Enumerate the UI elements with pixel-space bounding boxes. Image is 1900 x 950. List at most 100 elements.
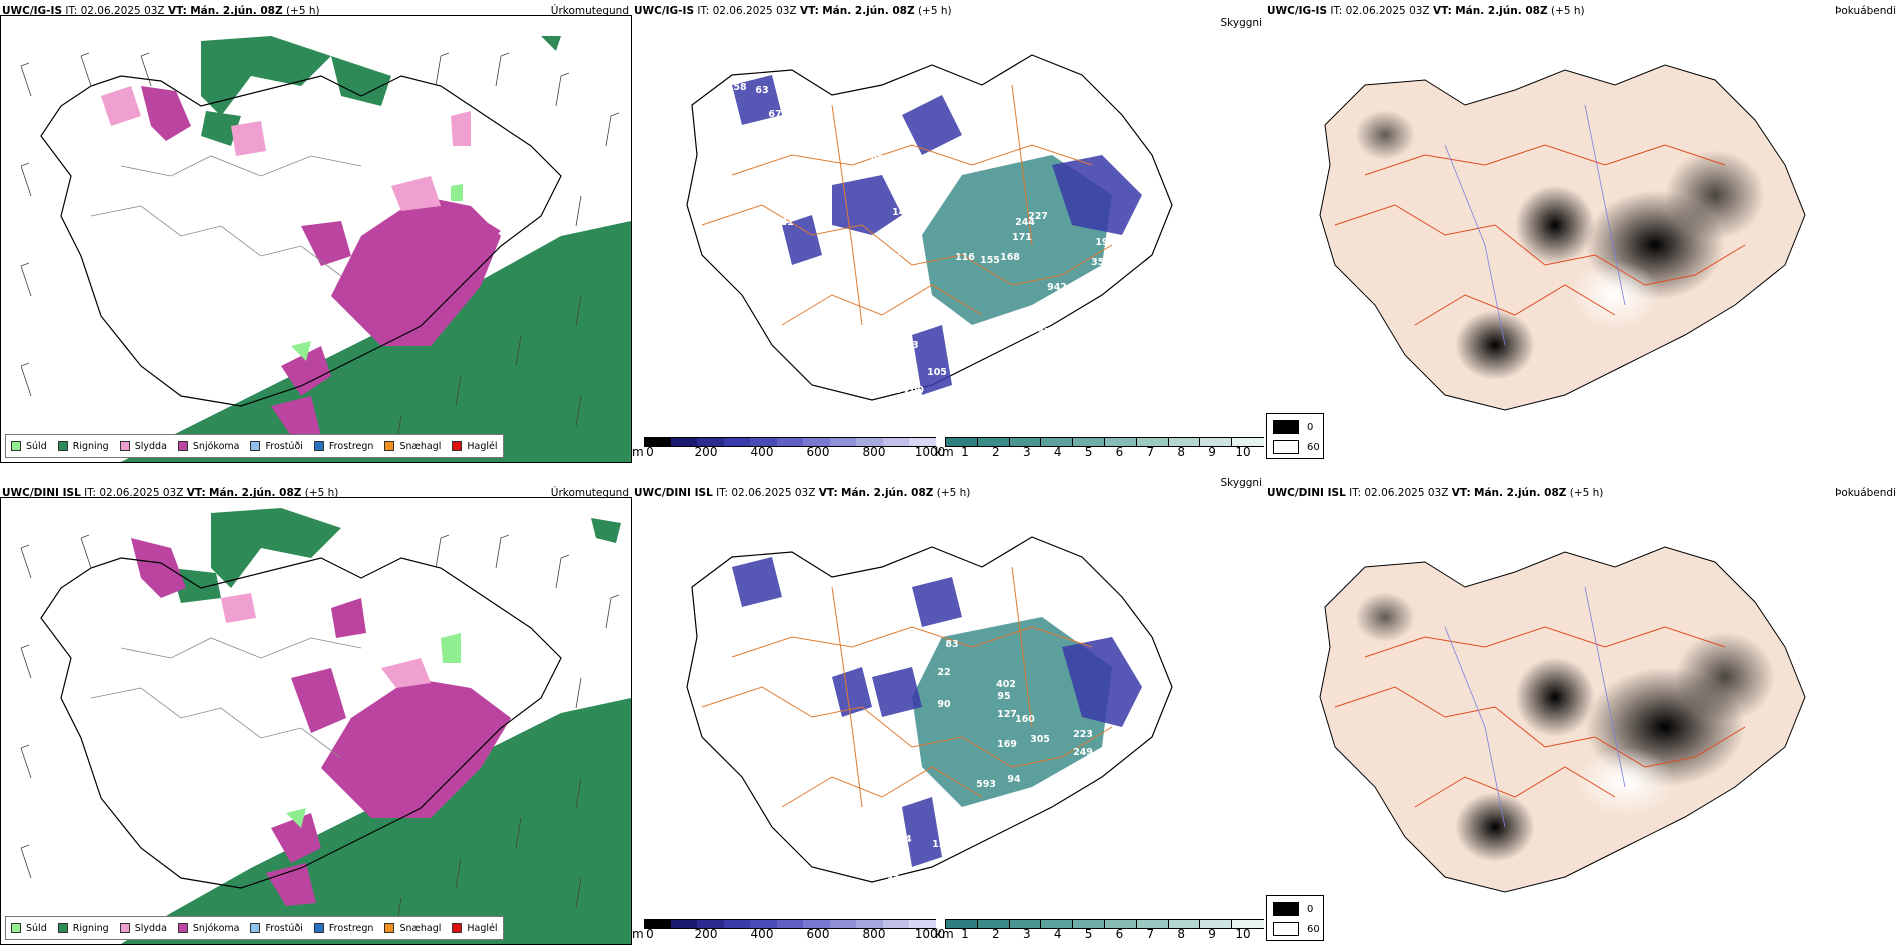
visibility-tick-label: 6 (1115, 927, 1124, 941)
legend-swatch (452, 923, 463, 933)
legend-item: Rigning (57, 922, 109, 934)
legend-label: Slydda (134, 440, 167, 452)
panel-title: UWC/IG-IS IT: 02.06.2025 03Z VT: Mán. 2.… (634, 5, 952, 17)
ceiling-value-label: 34 (898, 834, 912, 845)
visibility-tick-label: 1 (961, 927, 969, 941)
ceiling-value-label: 105 (927, 367, 947, 378)
visibility-tick-label: 1 (961, 445, 969, 459)
ceiling-tick-label: 200 (694, 445, 718, 459)
legend-swatch (452, 441, 463, 451)
ceiling-value-label: 64 (855, 262, 869, 273)
ceiling-value-label: 130 (817, 142, 837, 153)
ceiling-colorbar-segment (697, 437, 725, 447)
legend-item: Frostregn (313, 440, 374, 452)
ceiling-tick-label: 400 (750, 927, 774, 941)
legend-item: Haglél (452, 922, 498, 934)
ceiling-value-label: 68 (831, 267, 845, 278)
ceiling-value-label: 223 (1073, 729, 1093, 740)
legend-swatch (57, 923, 68, 933)
visibility-panel-1: UWC/IG-IS IT: 02.06.2025 03Z VT: Mán. 2.… (632, 0, 1265, 470)
legend-item: Frostregn (313, 923, 373, 934)
ceiling-value-label: 32 (880, 854, 893, 865)
legend-item: Slydda (119, 440, 167, 452)
fog-swatch-0 (1273, 420, 1299, 434)
ceiling-value-label: 171 (1012, 232, 1032, 243)
precip-map-frame[interactable]: Súld Rigning Slydda Snjókoma Frostúði Frostre… (0, 15, 632, 463)
fog-legend: 0 60 (1266, 895, 1324, 941)
ceiling-colorbar-segment (776, 919, 804, 929)
ceiling-tick-label: 800 (862, 927, 886, 941)
row-1: UWC/IG-IS IT: 02.06.2025 03Z VT: Mán. 2.… (0, 0, 1900, 470)
ceiling-value-label: 116 (955, 252, 975, 263)
legend-label: Frostregn (328, 440, 374, 452)
legend-swatch (250, 441, 261, 451)
ceiling-value-label: 593 (976, 779, 996, 790)
ceiling-value-label: 244 (1015, 217, 1035, 228)
ceiling-colorbar-segment (882, 919, 910, 929)
product-label: Úrkomutegund (550, 487, 629, 499)
ceiling-value-label: 107 (874, 579, 894, 590)
fog-map[interactable] (1265, 507, 1900, 927)
ceiling-tick-label: 400 (750, 445, 774, 459)
legend-swatch (250, 923, 261, 933)
visibility-colorbar-segment (1040, 437, 1074, 447)
ceiling-value-label: 76 (770, 177, 784, 188)
visibility-colorbar-segment (1135, 919, 1170, 929)
ceiling-value-label: 95 (997, 691, 1010, 702)
ceiling-value-label: 146 (892, 207, 912, 218)
visibility-tick-label: 5 (1084, 445, 1093, 459)
legend-label: Haglél (467, 922, 498, 934)
visibility-tick-label: 4 (1053, 445, 1062, 459)
visibility-tick-label: 6 (1115, 445, 1124, 459)
visibility-tick-label: 10 (1235, 445, 1251, 459)
ceiling-colorbar-segment (909, 437, 937, 447)
legend-swatch (384, 923, 395, 933)
legend-label: Súld (26, 440, 47, 452)
legend-swatch (177, 441, 188, 451)
ceiling-colorbar-segment (723, 437, 751, 447)
ceiling-value-label: 22 (937, 667, 950, 678)
legend-item: Frostúði (250, 923, 303, 934)
ceiling-colorbar-segment (856, 437, 884, 447)
precip-map-frame[interactable]: Súld Rigning Slydda Snjókoma Frostúði Frostre… (0, 497, 632, 945)
visibility-colorbar-segment (1167, 437, 1201, 447)
ceiling-tick-label: 600 (806, 445, 830, 459)
legend-label: Rigning (72, 922, 109, 934)
ceiling-value-label: 111 (897, 247, 917, 258)
ceiling-colorbar-segment (776, 437, 804, 447)
legend-swatch (11, 441, 21, 451)
visibility-colorbar-segment (1135, 437, 1170, 447)
visibility-colorbar-segment (1104, 437, 1138, 447)
fog-map[interactable] (1265, 25, 1900, 445)
legend-swatch (177, 923, 188, 933)
legend-label: Snjókoma (192, 922, 240, 934)
product-label: Þokuábendi (1835, 5, 1896, 17)
visibility-map[interactable]: 59 42 107 41 83 22 90 95 127 169 402 160 305 223 249 59… (632, 507, 1265, 927)
panel-title: UWC/DINI ISL IT: 02.06.2025 03Z VT: Mán.… (2, 487, 339, 499)
ceiling-colorbar-segment (829, 437, 857, 447)
visibility-tick-label: 10 (1235, 927, 1251, 941)
visibility-unit-label: km (935, 445, 954, 459)
ceiling-value-label: 36 (895, 97, 909, 108)
visibility-colorbar-segment (1040, 919, 1074, 929)
fog-swatch-60 (1273, 922, 1299, 936)
visibility-colorbar-segment (945, 437, 979, 447)
legend-label: Frostúði (265, 440, 303, 452)
ceiling-value-label: 12 (930, 172, 943, 183)
ceiling-value-label: 66 (1125, 257, 1139, 268)
visibility-colorbar-segment (976, 919, 1011, 929)
visibility-map[interactable]: 58 63 67 76 21 27 130 30 65 59 12 36 146 110 111 63 64 68… (632, 25, 1265, 445)
visibility-colorbar-segment (976, 437, 1011, 447)
ceiling-colorbar-segment (644, 919, 672, 929)
visibility-tick-label: 3 (1022, 927, 1031, 941)
ceiling-value-label: 27 (810, 122, 823, 133)
legend-item: Rigning (57, 441, 109, 452)
precip-type-legend: Súld Rigning Slydda Snjókoma Frostúði Frostre… (5, 916, 504, 940)
row-2: UWC/DINI ISL IT: 02.06.2025 03Z VT: Mán.… (0, 477, 1900, 950)
ceiling-value-label: 155 (980, 255, 1000, 266)
panel-title: UWC/DINI ISL IT: 02.06.2025 03Z VT: Mán.… (634, 487, 971, 499)
ceiling-value-label: 58 (733, 82, 747, 93)
ceiling-value-label: 90 (937, 699, 951, 710)
ceiling-tick-label: 1000 (914, 445, 946, 459)
legend-label: Súld (26, 922, 47, 934)
